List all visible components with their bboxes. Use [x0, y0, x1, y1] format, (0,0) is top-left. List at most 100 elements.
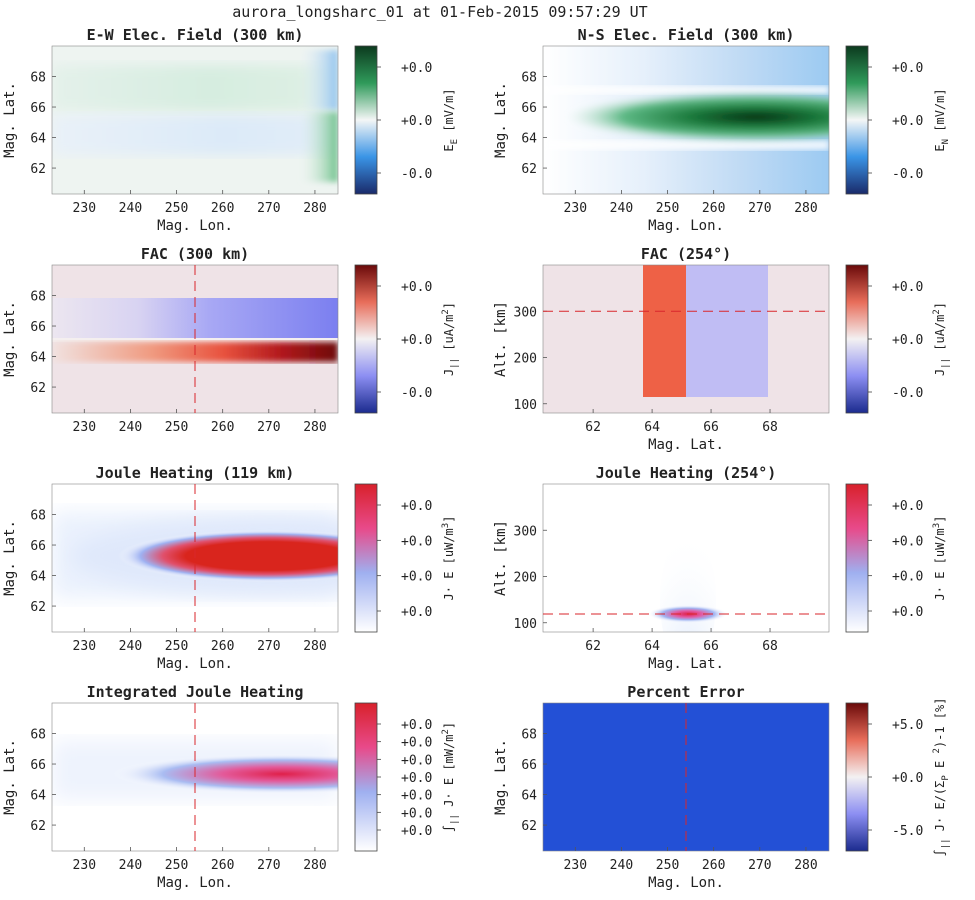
- ns_field-ytick-label: 62: [521, 162, 537, 177]
- panel-fac-alt: [543, 265, 829, 413]
- fac_map-xtick-label: 260: [211, 420, 234, 435]
- integrated-colorbar-tick-label: +0.0: [401, 718, 432, 733]
- panel-ew-field: [52, 46, 338, 194]
- joule_map-title: Joule Heating (119 km): [96, 464, 295, 482]
- percent_error-title: Percent Error: [627, 683, 744, 701]
- joule_alt-colorbar-tick-label: +0.0: [892, 534, 923, 549]
- ew_field-xtick-label: 260: [211, 201, 234, 216]
- joule_alt-xtick-label: 64: [644, 639, 660, 654]
- ew_field-ytick-label: 68: [30, 71, 46, 86]
- joule_alt-ylabel: Alt. [km]: [493, 520, 509, 596]
- ew_field-title: E-W Elec. Field (300 km): [87, 26, 304, 44]
- integrated-colorbar-tick-label: +0.0: [401, 789, 432, 804]
- joule_alt-xlabel: Mag. Lat.: [648, 656, 724, 672]
- fac_alt-colorbar-tick-label: +0.0: [892, 333, 923, 348]
- ew_field-ylabel: Mag. Lat.: [2, 82, 18, 158]
- joule_map-xlabel: Mag. Lon.: [157, 656, 233, 672]
- fac_map-ylabel: Mag. Lat.: [2, 301, 18, 377]
- percent_error-colorbar-tick-label: -5.0: [892, 824, 923, 839]
- joule_alt-ytick-label: 100: [514, 617, 537, 632]
- joule_map-xtick-label: 230: [73, 639, 96, 654]
- colorbar-joule-alt: [845, 483, 869, 633]
- joule_alt-title: Joule Heating (254°): [596, 464, 777, 482]
- integrated-colorbar-tick-label: +0.0: [401, 753, 432, 768]
- joule_alt-xtick-label: 68: [762, 639, 778, 654]
- ns_field-xtick-label: 260: [702, 201, 725, 216]
- fac_alt-xlabel: Mag. Lat.: [648, 437, 724, 453]
- colorbar-fac-map: [354, 264, 378, 414]
- percent_error-ytick-label: 66: [521, 758, 537, 773]
- fac_alt-xtick-label: 64: [644, 420, 660, 435]
- ns_field-ytick-label: 68: [521, 71, 537, 86]
- integrated-xtick-label: 240: [119, 858, 142, 873]
- joule_alt-frame: [542, 483, 830, 633]
- percent_error-xtick-label: 260: [702, 858, 725, 873]
- fac_map-xtick-label: 280: [303, 420, 326, 435]
- percent_error-xtick-label: 270: [748, 858, 771, 873]
- joule_alt-ytick-label: 300: [514, 524, 537, 539]
- fac_alt-xtick-label: 66: [703, 420, 719, 435]
- ew_field-frame: [51, 45, 339, 195]
- integrated-xlabel: Mag. Lon.: [157, 875, 233, 891]
- fac_map-colorbar-label: J|| [uA/m2]: [441, 302, 460, 376]
- panel-joule-map: [52, 484, 338, 632]
- integrated-ytick-label: 66: [30, 758, 46, 773]
- percent_error-xlabel: Mag. Lon.: [648, 875, 724, 891]
- ns_field-xlabel: Mag. Lon.: [648, 218, 724, 234]
- fac_map-ytick-label: 68: [30, 290, 46, 305]
- ns_field-xtick-label: 240: [610, 201, 633, 216]
- fac_alt-title: FAC (254°): [641, 245, 731, 263]
- joule_map-colorbar-tick-label: +0.0: [401, 605, 432, 620]
- integrated-xtick-label: 250: [165, 858, 188, 873]
- fac_alt-colorbar-label: J|| [uA/m2]: [932, 302, 951, 376]
- ns_field-title: N-S Elec. Field (300 km): [578, 26, 795, 44]
- joule_alt-xtick-label: 62: [585, 639, 601, 654]
- integrated-xtick-label: 230: [73, 858, 96, 873]
- integrated-colorbar-tick-label: +0.0: [401, 824, 432, 839]
- ns_field-frame: [542, 45, 830, 195]
- joule_map-xtick-label: 250: [165, 639, 188, 654]
- panel-ns-field: [543, 46, 829, 194]
- joule_map-ytick-label: 66: [30, 539, 46, 554]
- joule_map-xtick-label: 240: [119, 639, 142, 654]
- fac_alt-ytick-label: 100: [514, 398, 537, 413]
- fac_alt-colorbar-tick-label: +0.0: [892, 280, 923, 295]
- integrated-xtick-label: 270: [257, 858, 280, 873]
- fac_map-colorbar-tick-label: +0.0: [401, 280, 432, 295]
- joule_map-xtick-label: 260: [211, 639, 234, 654]
- ew_field-ytick-label: 62: [30, 162, 46, 177]
- ns_field-colorbar-tick-label: +0.0: [892, 114, 923, 129]
- joule_map-ylabel: Mag. Lat.: [2, 520, 18, 596]
- percent_error-xtick-label: 240: [610, 858, 633, 873]
- integrated-ytick-label: 62: [30, 819, 46, 834]
- colorbar-percent-error: [845, 702, 869, 852]
- ew_field-colorbar-label: EE [mV/m]: [442, 88, 460, 151]
- ns_field-xtick-label: 280: [794, 201, 817, 216]
- fac_alt-ytick-label: 300: [514, 305, 537, 320]
- ew_field-ytick-label: 64: [30, 132, 46, 147]
- joule_map-colorbar-tick-label: +0.0: [401, 570, 432, 585]
- joule_map-colorbar-tick-label: +0.0: [401, 499, 432, 514]
- joule_map-ytick-label: 64: [30, 570, 46, 585]
- ns_field-xtick-label: 270: [748, 201, 771, 216]
- integrated-colorbar-label: ∫|| J· E [mW/m2]: [441, 722, 460, 832]
- ew_field-xtick-label: 240: [119, 201, 142, 216]
- ew_field-xtick-label: 250: [165, 201, 188, 216]
- percent_error-ylabel: Mag. Lat.: [493, 739, 509, 815]
- colorbar-fac-alt: [845, 264, 869, 414]
- colorbar-joule-map: [354, 483, 378, 633]
- percent_error-colorbar-tick-label: +0.0: [892, 771, 923, 786]
- percent_error-xtick-label: 250: [656, 858, 679, 873]
- joule_alt-colorbar-tick-label: +0.0: [892, 570, 923, 585]
- integrated-colorbar-tick-label: +0.0: [401, 806, 432, 821]
- percent_error-ytick-label: 64: [521, 789, 537, 804]
- fac_alt-ytick-label: 200: [514, 352, 537, 367]
- integrated-ylabel: Mag. Lat.: [2, 739, 18, 815]
- colorbar-ew: [354, 45, 378, 195]
- ns_field-ytick-label: 66: [521, 101, 537, 116]
- ns_field-ylabel: Mag. Lat.: [493, 82, 509, 158]
- percent_error-ytick-label: 62: [521, 819, 537, 834]
- fac_map-title: FAC (300 km): [141, 245, 249, 263]
- fac_alt-frame: [542, 264, 830, 414]
- joule_map-colorbar-label: J· E [uW/m3]: [441, 516, 456, 601]
